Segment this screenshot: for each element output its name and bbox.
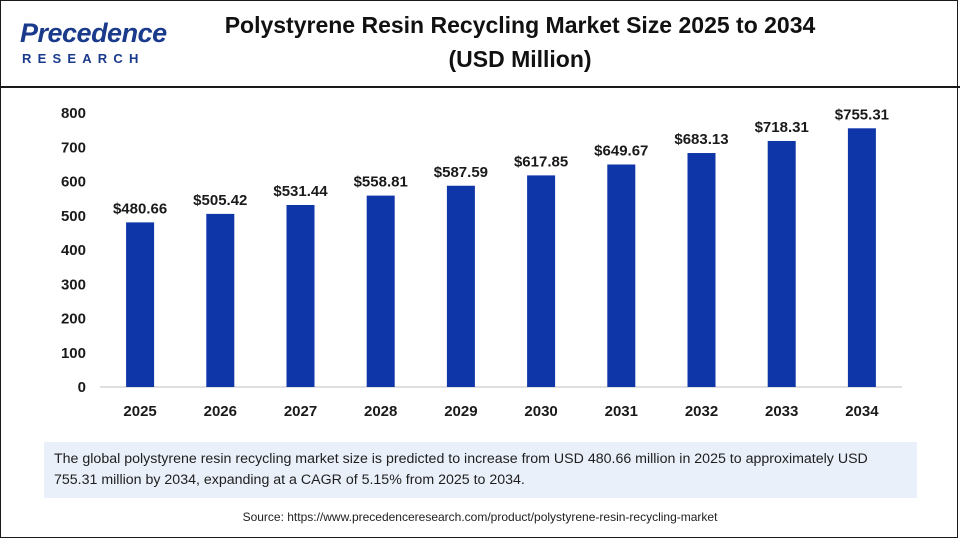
header: Precedence RESEARCH Polystyrene Resin Re…: [0, 0, 960, 86]
data-label: $480.66: [113, 200, 167, 217]
y-tick-label: 0: [78, 379, 86, 396]
data-label: $649.67: [594, 142, 648, 159]
y-tick-label: 800: [61, 105, 86, 122]
header-divider: [0, 86, 960, 88]
brand-sub: RESEARCH: [22, 51, 145, 66]
x-tick-label: 2028: [364, 403, 397, 420]
x-tick-label: 2031: [605, 403, 638, 420]
x-tick-label: 2033: [765, 403, 798, 420]
page-title: Polystyrene Resin Recycling Market Size …: [224, 12, 816, 72]
bar: [286, 204, 315, 387]
data-label: $683.13: [674, 131, 728, 148]
brand-logo: Precedence RESEARCH: [16, 14, 167, 70]
brand-name: Precedence: [20, 18, 167, 48]
x-tick-label: 2026: [204, 403, 237, 420]
data-label: $617.85: [514, 153, 568, 170]
summary-box: The global polystyrene resin recycling m…: [44, 442, 917, 498]
x-tick-label: 2030: [524, 403, 557, 420]
x-tick-label: 2025: [123, 403, 156, 420]
bar: [206, 213, 235, 387]
bar: [527, 175, 556, 387]
bar: [847, 128, 876, 387]
y-tick-label: 100: [61, 345, 86, 362]
x-tick-label: 2027: [284, 403, 317, 420]
x-tick-label: 2032: [685, 403, 718, 420]
data-label: $587.59: [434, 164, 488, 181]
data-label: $558.81: [354, 174, 408, 191]
bar: [446, 185, 475, 387]
data-label: $755.31: [835, 106, 889, 123]
bar: [687, 153, 716, 387]
x-tick-label: 2034: [845, 403, 879, 420]
data-label: $718.31: [755, 119, 809, 136]
bar: [366, 195, 395, 387]
x-tick-label: 2029: [444, 403, 477, 420]
source-note: Source: https://www.precedenceresearch.c…: [242, 510, 718, 524]
y-tick-label: 400: [61, 242, 86, 259]
data-label: $505.42: [193, 192, 247, 209]
y-tick-label: 700: [61, 139, 86, 156]
bar: [607, 164, 636, 387]
y-tick-label: 600: [61, 174, 86, 191]
y-tick-label: 300: [61, 276, 86, 293]
data-label: $531.44: [273, 183, 328, 200]
bar-chart: 0 100 200 300 400 500 600 700 800 $480.66 2025 $505…: [61, 105, 902, 420]
y-tick-label: 500: [61, 208, 86, 225]
bar: [767, 140, 796, 387]
bar: [126, 222, 155, 387]
y-tick-label: 200: [61, 311, 86, 328]
